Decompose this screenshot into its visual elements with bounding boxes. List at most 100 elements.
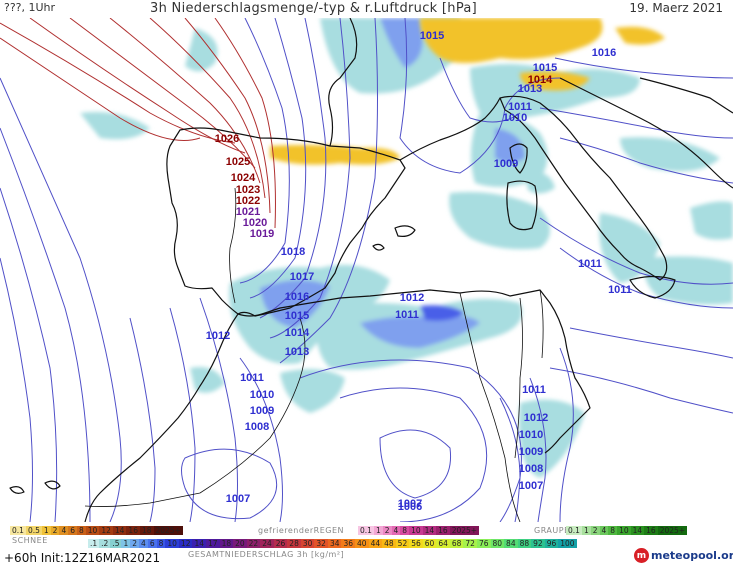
pressure-label-1015: 1015 [285,310,309,322]
pressure-label-1006: 1006 [398,501,422,513]
legend-swatch: 1 [121,539,131,548]
graupel-label: GRAUPEL [534,526,575,535]
rain-area-biscay [185,28,218,72]
legend-swatch: 84 [504,539,518,548]
precipitation-legend: 0.1 0.5 1 2 4 6 8 10 12 14 16 18 2025+ SCHNEE gefrie… [0,522,733,566]
rain-area-spain-east-core [260,279,330,328]
coast-iberia [166,127,406,317]
pressure-label-1026: 1026 [215,133,239,145]
legend-swatch: 2 [130,539,140,548]
legend-swatch: 52 [395,539,410,548]
pressure-label-1016: 1016 [592,47,616,59]
pressure-label-1008: 1008 [519,463,543,475]
brand-name: meteopool.org [651,549,733,562]
pressure-label-1024: 1024 [231,172,256,184]
legend-swatch: 4 [391,526,401,535]
coast-balearic-ibiza [372,243,385,251]
run-info: +60h Init:12Z16MAR2021 [4,551,161,565]
pressure-label-1018: 1018 [281,246,305,258]
rain-area-morocco [280,369,345,413]
total-precip-label: GESAMTNIEDERSCHLAG 3h [kg/m²] [188,550,345,559]
pressure-label-1007: 1007 [226,493,250,505]
legend-swatch: 14 [422,526,437,535]
legend-swatch: 4 [139,539,148,548]
pressure-label-1016: 1016 [285,291,309,303]
pressure-label-1010: 1010 [503,112,527,124]
pressure-label-1021: 1021 [236,206,260,218]
snow-area-alps [420,18,603,63]
pressure-label-1011: 1011 [608,284,632,296]
legend-swatch: 10 [409,526,423,535]
legend-swatch: .5 [110,539,122,548]
legend-swatch: 2025+ [657,526,688,535]
legend-swatch: 24 [260,539,274,548]
legend-swatch: 2 [382,526,392,535]
pressure-label-1012: 1012 [206,330,230,342]
rain-area-alps [380,18,423,68]
coast-canary-2 [9,486,25,494]
legend-swatch: 14 [630,526,645,535]
pressure-label-1011: 1011 [240,372,264,384]
coast-italy-east [559,77,733,189]
legend-swatch: 0.1 [358,526,374,535]
rain-area-libya [519,399,585,478]
legend-swatch: 32 [314,539,328,548]
legend-swatch: 18 [219,539,234,548]
pressure-label-1009: 1009 [519,446,543,458]
legend-swatch: 100 [558,539,577,548]
legend-swatch: 28 [287,539,301,548]
legend-swatch: 17 [206,539,220,548]
pressure-label-1011: 1011 [395,309,419,321]
legend-swatch: 8 [77,526,86,535]
pressure-label-1025: 1025 [226,156,250,168]
map-title: 3h Niederschlagsmenge/-typ & r.Luftdruck… [150,1,478,16]
rain-area-ionian [690,201,733,240]
meteopool-logo[interactable]: m meteopool.org [634,548,733,563]
legend-swatch: 14 [192,539,207,548]
legend-swatch: 92 [531,539,545,548]
legend-swatch: 80 [490,539,505,548]
legend-swatch: 2 [50,526,60,535]
coast-sardinia [506,180,538,231]
pressure-label-1010: 1010 [250,389,274,401]
pressure-label-1010: 1010 [519,429,543,441]
pressure-label-1017: 1017 [290,271,314,283]
total-precip-scale: .1.2.5 1 2 4 6 8 10 12 14 17 18 20 22 24 26 28 30 32 34 36 4… [88,539,577,548]
coast-sicily [629,275,676,299]
legend-swatch: 1 [581,526,591,535]
pressure-label-1009: 1009 [494,158,518,170]
isobars-high [0,18,276,229]
pressure-label-1015: 1015 [420,30,444,42]
legend-swatch: 0.1 [10,526,26,535]
coast-france [328,18,358,147]
pressure-label-1012: 1012 [400,292,424,304]
pressure-label-1015: 1015 [533,62,557,74]
legend-swatch: 30 [300,539,315,548]
legend-swatch: 68 [449,539,464,548]
coast-canary-1 [44,480,61,490]
snow-area-alps-east [615,26,665,45]
legend-swatch: 34 [327,539,342,548]
legend-swatch: 72 [463,539,477,548]
coast-balkans [639,77,733,114]
legend-swatch: .1 [88,539,100,548]
rain-area-france-se [470,64,640,122]
pressure-label-1012: 1012 [524,412,548,424]
pressure-label-1020: 1020 [243,217,267,229]
freezing-rain-label: gefrierenderREGEN [258,526,344,535]
legend-swatch: 2025+ [153,526,183,535]
precipitation-layer [80,18,733,478]
freezing-rain-scale: 0.1 1 2 4 8 10 14 16 2025+ [358,526,480,535]
rain-area-algeria-core [360,316,480,348]
legend-swatch: 16 [436,526,450,535]
map-header: ???, 1Uhr 3h Niederschlagsmenge/-typ & r… [0,0,733,18]
legend-swatch: 8 [608,526,618,535]
pressure-label-1011: 1011 [508,101,532,113]
legend-swatch: 1 [41,526,51,535]
rain-area-adriatic [620,137,720,172]
coast-morocco-west [84,313,239,522]
time-label: ???, 1Uhr [4,1,56,14]
isobars-low [0,18,733,522]
